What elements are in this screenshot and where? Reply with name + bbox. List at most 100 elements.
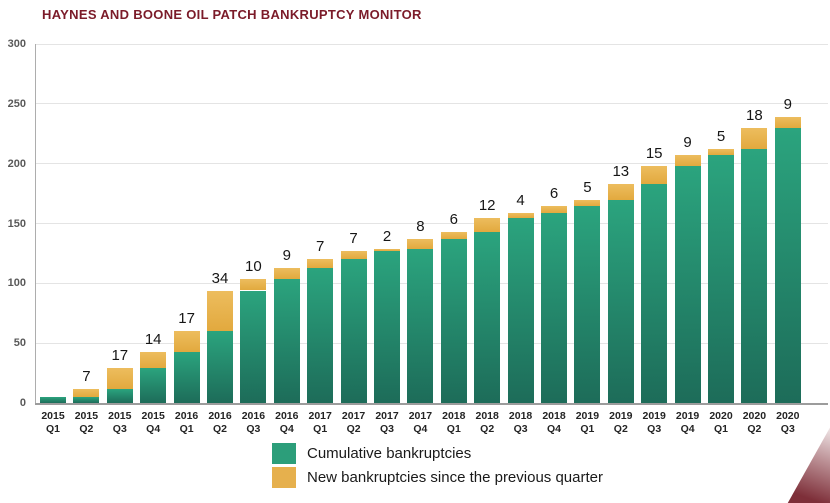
- bar-segment-new: [207, 290, 233, 332]
- x-tick-label: 2017 Q3: [375, 410, 399, 435]
- y-tick-label: 300: [7, 38, 26, 50]
- chart-title: HAYNES AND BOONE OIL PATCH BANKRUPTCY MO…: [42, 7, 422, 22]
- bar-segment-cumulative: [774, 127, 801, 403]
- x-tick-label: 2015 Q1: [41, 410, 65, 435]
- bar-segment-cumulative: [273, 278, 300, 403]
- x-tick-label: 2016 Q4: [275, 410, 299, 435]
- gridline: [36, 163, 828, 165]
- bar-value-label: 2: [382, 227, 392, 245]
- x-tick-label: 2015 Q3: [108, 410, 132, 435]
- bar-segment-cumulative: [641, 184, 668, 403]
- bar-segment-cumulative: [173, 351, 200, 403]
- bar-segment-new: [440, 231, 467, 240]
- bar-segment-cumulative: [73, 397, 100, 403]
- x-tick-label: 2020 Q1: [709, 410, 733, 435]
- gridline: [36, 43, 828, 45]
- bar-segment-new: [240, 278, 267, 291]
- bar-segment-cumulative: [340, 259, 367, 403]
- y-tick-label: 200: [7, 157, 26, 170]
- y-tick-label: 100: [7, 277, 26, 290]
- x-tick-label: 2018 Q2: [475, 410, 499, 435]
- bar-segment-new: [574, 199, 601, 206]
- y-tick-label: 250: [7, 97, 26, 110]
- bar-segment-new: [708, 149, 734, 156]
- bar-value-label: 34: [211, 269, 229, 287]
- bar-value-label: 18: [746, 106, 763, 124]
- bar-segment-new: [140, 351, 167, 369]
- bar-segment-cumulative: [607, 199, 634, 403]
- bar-value-label: 7: [82, 367, 91, 385]
- y-axis-line: [35, 44, 36, 403]
- x-tick-label: 2015 Q2: [74, 410, 99, 435]
- bar-segment-cumulative: [106, 388, 133, 403]
- x-tick-label: 2020 Q3: [776, 410, 800, 435]
- bar-value-label: 9: [683, 134, 692, 152]
- x-tick-label: 2019 Q1: [575, 410, 600, 435]
- x-tick-label: 2018 Q3: [508, 410, 533, 435]
- bar-segment-cumulative: [741, 149, 768, 403]
- x-tick-label: 2020 Q2: [742, 410, 767, 435]
- bar-segment-new: [340, 251, 367, 260]
- bar-segment-cumulative: [507, 217, 534, 403]
- x-tick-label: 2015 Q4: [141, 410, 165, 435]
- bar-value-label: 7: [349, 230, 358, 248]
- bar-segment-new: [173, 331, 200, 352]
- y-tick-label: 50: [13, 337, 26, 350]
- legend-item-new: New bankruptcies since the previous quar…: [272, 467, 603, 488]
- x-tick-label: 2019 Q3: [642, 410, 666, 435]
- bar-segment-new: [307, 259, 334, 268]
- legend-swatch-cumulative: [272, 443, 296, 464]
- x-tick-label: 2018 Q1: [442, 410, 466, 435]
- bar-segment-cumulative: [674, 166, 701, 403]
- x-tick-label: 2019 Q2: [609, 410, 633, 435]
- bar-segment-new: [407, 239, 434, 249]
- bar-value-label: 10: [245, 257, 262, 275]
- bar-value-label: 5: [583, 178, 592, 196]
- gridline: [36, 103, 828, 105]
- x-tick-label: 2017 Q1: [308, 410, 332, 435]
- legend-swatch-new: [272, 467, 296, 488]
- x-tick-label: 2019 Q4: [675, 410, 700, 435]
- y-tick-label: 0: [19, 397, 26, 409]
- bar-segment-cumulative: [240, 290, 267, 403]
- y-tick-label: 150: [7, 217, 26, 230]
- bar-segment-new: [273, 267, 300, 279]
- bar-value-label: 6: [549, 184, 559, 202]
- bar-segment-new: [541, 205, 567, 213]
- bar-segment-new: [607, 184, 634, 200]
- bar-segment-new: [73, 388, 100, 397]
- bar-segment-new: [474, 217, 501, 232]
- bar-segment-new: [507, 212, 534, 218]
- bar-segment-new: [741, 127, 768, 150]
- bar-value-label: 8: [416, 218, 425, 236]
- bar-segment-cumulative: [574, 205, 601, 403]
- x-tick-label: 2016 Q1: [174, 410, 199, 435]
- bar-segment-new: [106, 368, 133, 389]
- gridline: [36, 223, 828, 224]
- bar-segment-new: [374, 248, 400, 252]
- bar-segment-new: [641, 166, 668, 184]
- bar-segment-cumulative: [374, 251, 400, 403]
- x-tick-label: 2016 Q2: [208, 410, 232, 435]
- bar-value-label: 17: [111, 347, 129, 365]
- bar-segment-cumulative: [140, 368, 167, 403]
- bar-value-label: 7: [316, 238, 325, 256]
- legend-label-new: New bankruptcies since the previous quar…: [307, 469, 603, 486]
- x-tick-label: 2017 Q4: [408, 410, 433, 435]
- bar-segment-cumulative: [541, 212, 567, 403]
- bar-value-label: 15: [645, 145, 663, 163]
- bar-segment-cumulative: [207, 331, 233, 403]
- bar-segment-cumulative: [708, 155, 734, 403]
- bar-value-label: 13: [612, 163, 630, 180]
- x-tick-label: 2016 Q3: [241, 410, 266, 435]
- bar-segment-cumulative: [474, 231, 501, 403]
- legend-label-cumulative: Cumulative bankruptcies: [307, 445, 472, 462]
- bar-value-label: 14: [144, 330, 162, 348]
- x-tick-label: 2018 Q4: [542, 410, 566, 435]
- bar-value-label: 12: [478, 196, 496, 214]
- bar-value-label: 6: [449, 210, 458, 228]
- bar-segment-cumulative: [407, 248, 434, 403]
- bar-segment-cumulative: [307, 267, 334, 403]
